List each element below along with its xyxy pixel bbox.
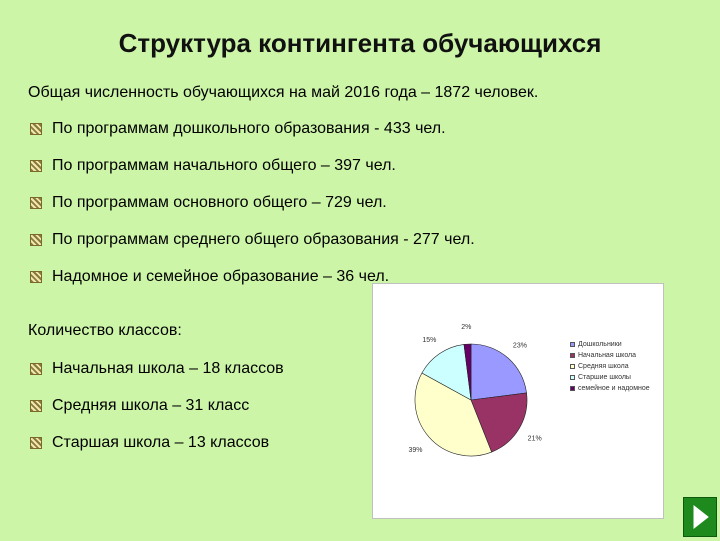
list-item-label: Начальная школа – 18 классов — [52, 360, 284, 377]
list-item: Надомное и семейное образование – 36 чел… — [30, 267, 475, 287]
list-item: Старшая школа – 13 классов — [30, 433, 284, 453]
bullet-square-icon — [30, 363, 42, 375]
pie-slice — [470, 392, 528, 453]
list-item-label: По программам основного общего – 729 чел… — [52, 194, 387, 211]
list-item: Средняя школа – 31 класс — [30, 396, 284, 416]
pie-slice — [414, 372, 493, 457]
legend-label: Дошкольники — [578, 341, 622, 348]
legend-swatch — [570, 386, 575, 391]
pie-slice — [463, 343, 472, 401]
legend-label: семейное и надомное — [578, 385, 650, 392]
pie-slice-label: 15% — [422, 337, 436, 344]
total-students-text: Общая численность обучающихся на май 201… — [28, 84, 539, 101]
legend-swatch — [570, 342, 575, 347]
list-item: По программам среднего общего образовани… — [30, 230, 475, 250]
list-item-label: Надомное и семейное образование – 36 чел… — [52, 268, 390, 285]
pie-slice — [470, 343, 527, 401]
list-item: По программам начального общего – 397 че… — [30, 156, 475, 176]
list-item: Начальная школа – 18 классов — [30, 359, 284, 379]
legend-swatch — [570, 353, 575, 358]
legend-item: Старшие школы — [570, 372, 650, 383]
list-item-label: Средняя школа – 31 класс — [52, 397, 250, 414]
legend-item: Дошкольники — [570, 339, 650, 350]
bullet-square-icon — [30, 400, 42, 412]
legend-item: семейное и надомное — [570, 383, 650, 394]
pie-slice — [421, 344, 472, 401]
legend-swatch — [570, 375, 575, 380]
list-item-label: По программам среднего общего образовани… — [52, 231, 475, 248]
bullet-square-icon — [30, 271, 42, 283]
page-title: Структура контингента обучающихся — [118, 28, 602, 58]
bullet-square-icon — [30, 197, 42, 209]
bullet-square-icon — [30, 437, 42, 449]
pie-slice-label: 23% — [513, 342, 527, 349]
list-item-label: По программам дошкольного образования - … — [52, 120, 446, 137]
legend-label: Начальная школа — [578, 352, 637, 359]
program-list: По программам дошкольного образования - … — [30, 119, 475, 304]
classes-list: Начальная школа – 18 классов Средняя шко… — [30, 359, 284, 470]
legend-swatch — [570, 364, 575, 369]
chart-legend: Дошкольники Начальная школа Средняя школа С… — [570, 339, 650, 394]
list-item-label: Старшая школа – 13 классов — [52, 434, 270, 451]
bullet-square-icon — [30, 123, 42, 135]
list-item-label: По программам начального общего – 397 че… — [52, 157, 396, 174]
bullet-square-icon — [30, 234, 42, 246]
pie-slice-label: 39% — [408, 447, 422, 454]
legend-item: Начальная школа — [570, 350, 650, 361]
classes-heading: Количество классов: — [28, 322, 182, 339]
next-slide-button[interactable] — [683, 497, 717, 537]
pie-chart: 23% 21% 39% 15% 2% Дошкольники Начальная школ… — [372, 283, 664, 519]
legend-item: Средняя школа — [570, 361, 650, 372]
pie-slice-label: 21% — [528, 436, 542, 443]
bullet-square-icon — [30, 160, 42, 172]
next-arrow-icon — [693, 504, 709, 530]
list-item: По программам дошкольного образования - … — [30, 119, 475, 139]
legend-label: Средняя школа — [578, 363, 629, 370]
legend-label: Старшие школы — [578, 374, 631, 381]
list-item: По программам основного общего – 729 чел… — [30, 193, 475, 213]
pie-slice-label: 2% — [461, 324, 471, 331]
pie-chart-svg: 23% 21% 39% 15% 2% — [408, 324, 542, 457]
